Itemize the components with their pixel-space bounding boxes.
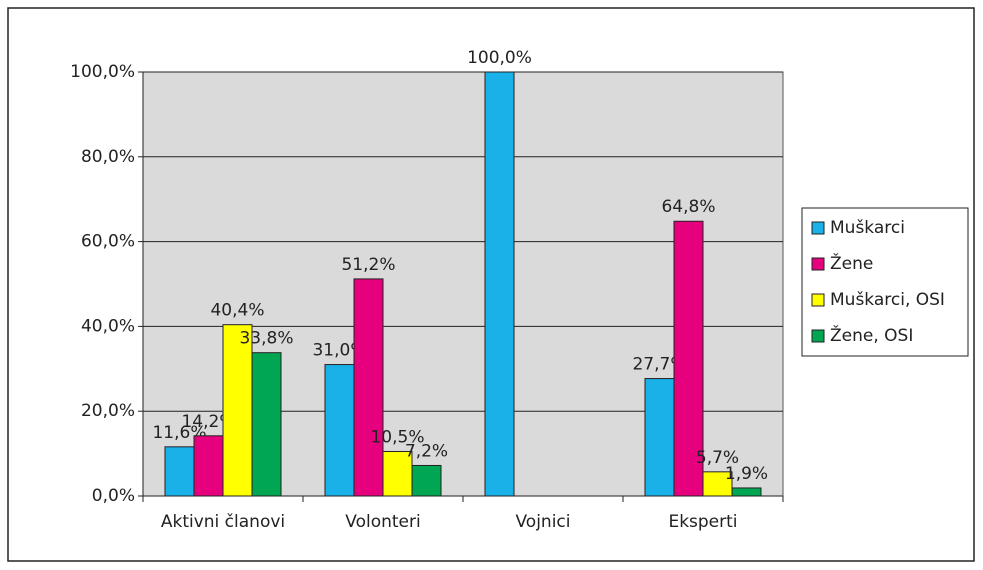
x-tick-label: Volonteri [345, 512, 420, 532]
legend-label: Žene [830, 252, 873, 274]
data-label: 100,0% [467, 48, 532, 68]
data-label: 1,9% [725, 464, 768, 484]
bar [193, 435, 224, 497]
bar [702, 471, 733, 497]
data-label: 31,0% [312, 341, 366, 361]
data-label: 27,7% [632, 355, 686, 375]
bar [324, 364, 355, 497]
legend-label: Muškarci [830, 218, 905, 238]
legend-label: Žene, OSI [830, 324, 913, 346]
bar [251, 352, 282, 497]
legend-swatch [811, 257, 825, 271]
legend-swatch [811, 329, 825, 343]
data-label: 51,2% [341, 255, 395, 275]
y-tick-label: 100,0% [70, 62, 135, 82]
bar [382, 450, 413, 497]
bar [731, 487, 762, 497]
bar [484, 71, 515, 497]
y-tick-label: 0,0% [92, 486, 135, 506]
bar [353, 278, 384, 497]
x-tick-label: Aktivni članovi [161, 512, 285, 532]
data-label: 64,8% [661, 197, 715, 217]
y-tick-label: 40,0% [81, 316, 135, 336]
y-tick-label: 20,0% [81, 401, 135, 421]
data-label: 11,6% [152, 423, 206, 443]
data-label: 7,2% [405, 441, 448, 461]
bar [164, 446, 195, 497]
y-tick-label: 80,0% [81, 147, 135, 167]
bar [222, 324, 253, 497]
bar [673, 220, 704, 497]
data-label: 33,8% [239, 329, 293, 349]
data-label: 14,2% [181, 412, 235, 432]
legend-box [801, 207, 969, 357]
data-label: 5,7% [696, 448, 739, 468]
x-tick-label: Eksperti [668, 512, 737, 532]
bar [411, 464, 442, 497]
legend-label: Muškarci, OSI [830, 290, 945, 310]
legend-swatch [811, 221, 825, 235]
data-label: 40,4% [210, 301, 264, 321]
y-tick-label: 60,0% [81, 232, 135, 252]
legend-swatch [811, 293, 825, 307]
data-label: 10,5% [370, 427, 424, 447]
x-tick-label: Vojnici [515, 512, 570, 532]
bar [644, 378, 675, 497]
